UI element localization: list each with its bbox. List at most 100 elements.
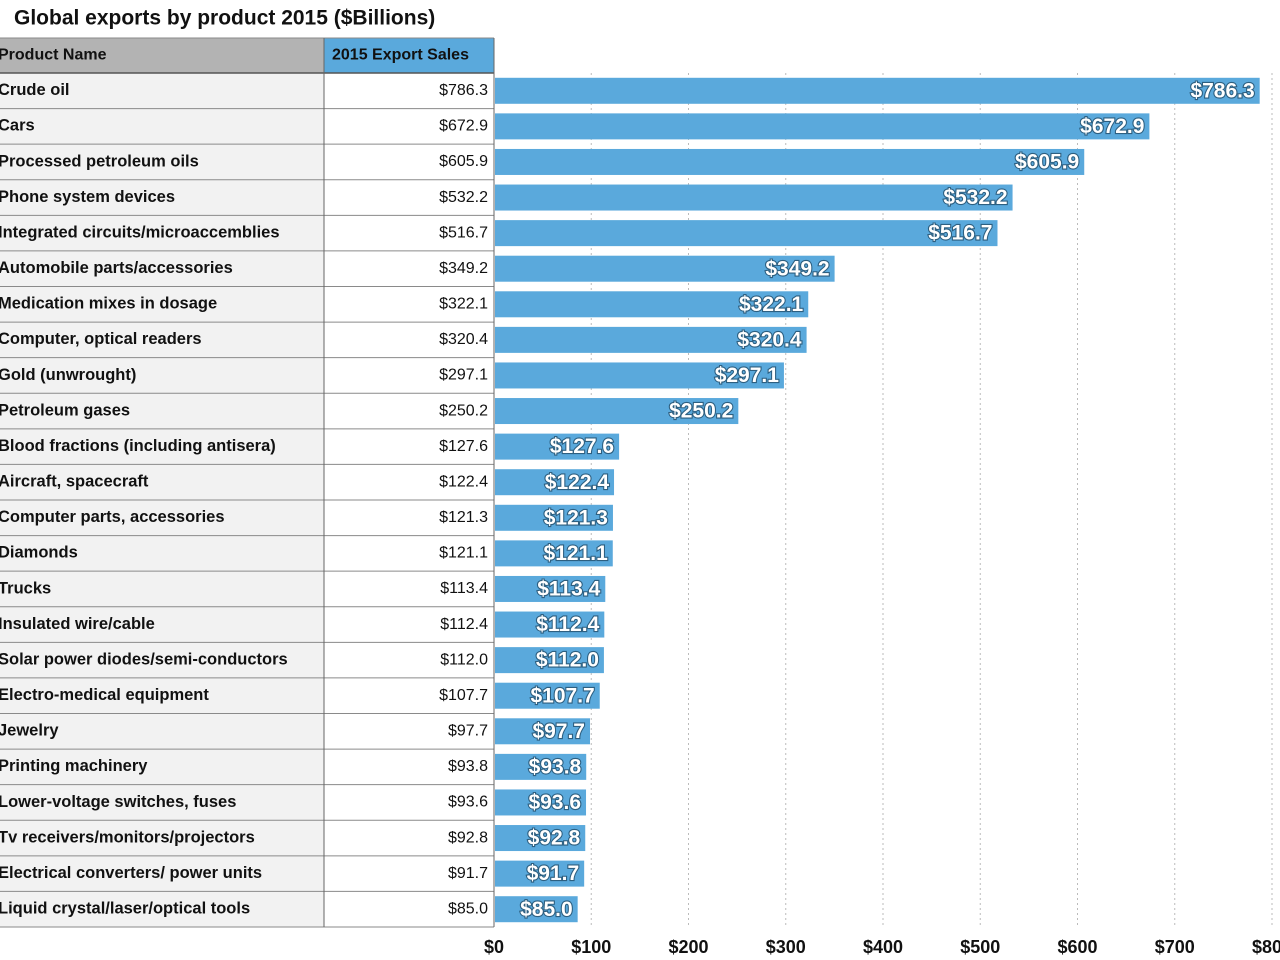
- bar: [495, 291, 809, 318]
- bar-value-label: $320.4: [737, 328, 802, 351]
- product-name: Gold (unwrought): [0, 366, 136, 384]
- bar: [495, 718, 591, 745]
- bar: [495, 398, 739, 425]
- product-name: Crude oil: [0, 81, 70, 99]
- product-name: Tv receivers/monitors/projectors: [0, 828, 255, 846]
- sales-cell: $113.4: [440, 580, 488, 597]
- bar: [495, 611, 605, 638]
- sales-cell: $93.8: [448, 758, 488, 775]
- product-name: Cars: [0, 117, 35, 135]
- product-name: Insulated wire/cable: [0, 615, 155, 633]
- bar-value-label: $127.6: [550, 435, 614, 458]
- sales-cell: $786.3: [439, 82, 488, 99]
- sales-cell: $672.9: [439, 118, 488, 135]
- bar-value-label: $113.4: [537, 578, 600, 601]
- bar-value-label: $349.2: [765, 257, 829, 280]
- product-name: Lower-voltage switches, fuses: [0, 793, 236, 811]
- bar: [495, 433, 620, 460]
- x-tick-label: $300: [766, 937, 806, 957]
- column-header: 2015 Export Sales: [332, 47, 469, 64]
- x-tick-label: $700: [1155, 937, 1195, 957]
- sales-cell: $297.1: [439, 367, 488, 384]
- header-sales-cell: [324, 38, 494, 73]
- bar: [495, 504, 613, 531]
- bar: [495, 825, 586, 852]
- sales-cell: $122.4: [439, 473, 488, 490]
- product-name: Aircraft, spacecraft: [0, 473, 149, 491]
- bar-value-label: $122.4: [545, 471, 610, 494]
- bar-value-label: $297.1: [715, 364, 780, 387]
- bar-value-label: $121.1: [544, 542, 609, 565]
- sales-cell: $121.3: [439, 509, 488, 526]
- product-name: Trucks: [0, 579, 51, 597]
- bar-value-label: $112.0: [536, 649, 599, 672]
- bar-value-label: $107.7: [531, 684, 595, 707]
- bar-value-label: $250.2: [669, 400, 733, 423]
- bar-value-label: $121.3: [544, 506, 608, 529]
- product-name: Automobile parts/accessories: [0, 259, 233, 277]
- product-name: Diamonds: [0, 544, 78, 562]
- product-name: Electro-medical equipment: [0, 686, 209, 704]
- product-name: Computer parts, accessories: [0, 508, 225, 526]
- product-name: Computer, optical readers: [0, 330, 202, 348]
- bar: [495, 326, 807, 353]
- product-name: Solar power diodes/semi-conductors: [0, 650, 288, 668]
- x-tick-label: $100: [571, 937, 611, 957]
- bar: [495, 860, 585, 887]
- sales-cell: $322.1: [439, 296, 488, 313]
- bar-value-label: $672.9: [1080, 115, 1144, 138]
- bar-value-label: $516.7: [928, 222, 992, 245]
- sales-cell: $516.7: [439, 224, 488, 241]
- bar-value-label: $605.9: [1015, 151, 1079, 174]
- x-tick-label: $800: [1252, 937, 1280, 957]
- sales-cell: $121.1: [439, 545, 488, 562]
- bar: [495, 896, 578, 923]
- sales-cell: $349.2: [439, 260, 488, 277]
- x-tick-label: $600: [1057, 937, 1097, 957]
- sales-cell: $532.2: [439, 189, 488, 206]
- bar-value-label: $92.8: [528, 827, 581, 850]
- product-name: Liquid crystal/laser/optical tools: [0, 900, 250, 918]
- bar: [495, 184, 1013, 211]
- chart-title: Global exports by product 2015 ($Billion…: [14, 7, 435, 30]
- sales-cell: $127.6: [439, 438, 488, 455]
- sales-cell: $93.6: [448, 794, 488, 811]
- bar-value-label: $322.1: [739, 293, 804, 316]
- bar: [495, 647, 604, 674]
- bar: [495, 540, 613, 567]
- bar-value-label: $786.3: [1190, 79, 1254, 102]
- sales-cell: $112.4: [440, 616, 488, 633]
- bar-value-label: $93.8: [529, 755, 582, 778]
- sales-cell: $250.2: [439, 402, 488, 419]
- sales-cell: $605.9: [439, 153, 488, 170]
- bar: [495, 255, 835, 282]
- x-tick-label: $0: [484, 937, 504, 957]
- product-name: Petroleum gases: [0, 401, 130, 419]
- header-name-cell: [0, 38, 324, 73]
- bar: [495, 113, 1150, 140]
- bar-value-label: $85.0: [520, 898, 573, 921]
- product-name: Phone system devices: [0, 188, 175, 206]
- sales-cell: $91.7: [448, 865, 488, 882]
- bar: [495, 682, 600, 709]
- bar: [495, 148, 1085, 175]
- product-name: Integrated circuits/microaccemblies: [0, 223, 280, 241]
- bar-value-label: $532.2: [943, 186, 1007, 209]
- bar: [495, 469, 615, 496]
- bar: [495, 220, 998, 247]
- bar: [495, 362, 784, 389]
- product-name: Blood fractions (including antisera): [0, 437, 276, 455]
- bar-value-label: $112.4: [536, 613, 599, 636]
- sales-cell: $320.4: [439, 331, 488, 348]
- bar-value-label: $93.6: [528, 791, 581, 814]
- bar: [495, 753, 587, 780]
- sales-cell: $112.0: [440, 651, 488, 668]
- sales-cell: $85.0: [448, 900, 488, 917]
- product-name: Jewelry: [0, 722, 59, 740]
- bar-value-label: $97.7: [532, 720, 585, 743]
- column-header: Product Name: [0, 47, 107, 64]
- bar-value-label: $91.7: [527, 862, 580, 885]
- bar: [495, 77, 1260, 104]
